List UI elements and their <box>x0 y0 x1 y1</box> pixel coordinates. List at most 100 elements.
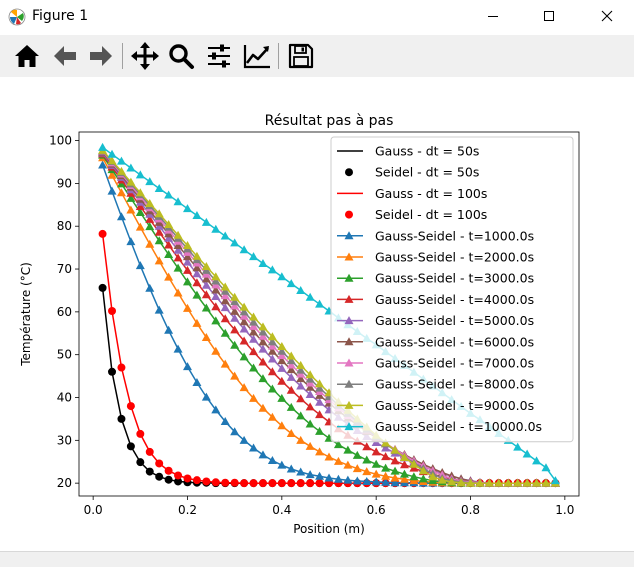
data-point <box>258 322 268 331</box>
data-point <box>116 166 126 175</box>
data-point <box>192 251 202 260</box>
legend-entry-label: Seidel - dt = 100s <box>375 207 487 222</box>
toolbar-separator <box>122 43 123 69</box>
data-point <box>126 163 136 172</box>
data-point <box>258 357 268 366</box>
data-point <box>201 280 211 289</box>
home-button[interactable] <box>10 39 44 73</box>
figure-canvas[interactable]: 0.0 0.2 0.4 0.6 0.8 1.0 20 30 40 50 60 70 80 90 100 Rés… <box>0 77 634 553</box>
legend-swatch-marker <box>344 422 354 431</box>
line-chart[interactable]: 0.0 0.2 0.4 0.6 0.8 1.0 20 30 40 50 60 70 80 90 100 Rés… <box>0 77 634 553</box>
data-point <box>286 351 296 360</box>
data-point <box>164 219 174 228</box>
maximize-button[interactable] <box>526 0 572 32</box>
close-button[interactable] <box>584 0 630 32</box>
y-tick-label: 20 <box>57 476 72 490</box>
data-point <box>390 466 400 475</box>
data-point <box>239 352 249 361</box>
legend-swatch-marker <box>344 358 354 367</box>
data-point <box>145 177 155 186</box>
legend-swatch <box>345 168 353 177</box>
data-point <box>541 463 551 472</box>
zoom-button[interactable] <box>164 39 198 73</box>
data-point <box>296 411 306 420</box>
data-point <box>305 292 315 301</box>
data-point <box>126 237 136 246</box>
legend-swatch-marker <box>344 400 354 409</box>
data-point <box>286 360 296 369</box>
subplots-button[interactable] <box>202 39 236 73</box>
data-point <box>239 317 249 326</box>
data-point <box>136 458 145 467</box>
data-point <box>182 252 192 261</box>
y-axis-label: Température (°C) <box>19 262 33 367</box>
pan-button[interactable] <box>128 39 162 73</box>
data-point <box>513 478 523 487</box>
data-point <box>136 429 145 438</box>
save-button[interactable] <box>284 39 318 73</box>
data-point <box>145 222 155 231</box>
data-point <box>182 277 192 286</box>
data-point <box>211 276 221 285</box>
data-point <box>135 188 145 197</box>
sliders-icon <box>208 44 230 68</box>
data-point <box>164 249 174 258</box>
data-point <box>305 374 315 383</box>
y-tick-label: 70 <box>57 262 72 276</box>
data-point <box>296 479 305 488</box>
edit-axis-button[interactable] <box>240 39 274 73</box>
data-point <box>173 253 183 262</box>
data-point <box>296 394 306 403</box>
data-point <box>315 383 325 392</box>
data-point <box>126 442 135 451</box>
legend-entry-label: Gauss-Seidel - t=1000.0s <box>375 228 534 243</box>
legend-entry-label: Gauss-Seidel - t=2000.0s <box>375 250 534 265</box>
x-axis-label: Position (m) <box>293 522 365 536</box>
data-point <box>154 209 164 218</box>
data-point <box>315 471 325 480</box>
data-point <box>154 227 164 236</box>
data-point <box>230 313 240 322</box>
y-tick-label: 100 <box>49 134 72 148</box>
data-point <box>277 479 286 488</box>
data-point <box>98 142 108 151</box>
data-point <box>399 469 409 478</box>
minimize-button[interactable] <box>470 0 516 32</box>
legend-swatch <box>345 210 353 219</box>
data-point <box>296 285 306 294</box>
data-point <box>220 328 230 337</box>
data-point <box>220 314 230 323</box>
data-point <box>532 456 542 465</box>
data-point <box>296 435 306 444</box>
data-point <box>239 336 249 345</box>
y-tick-label: 30 <box>57 433 72 447</box>
data-point <box>409 472 419 481</box>
data-point <box>221 478 230 487</box>
data-point <box>164 233 174 242</box>
data-point <box>107 186 117 195</box>
data-point <box>249 317 259 326</box>
data-point <box>126 205 136 214</box>
data-point <box>286 402 296 411</box>
forward-button[interactable] <box>84 39 118 73</box>
data-point <box>258 337 268 346</box>
data-point <box>428 472 438 481</box>
data-point <box>201 217 211 226</box>
data-point <box>220 286 230 295</box>
data-point <box>277 356 287 365</box>
data-point <box>116 212 126 221</box>
data-point <box>173 344 183 353</box>
data-point <box>305 441 315 450</box>
data-point <box>447 477 457 486</box>
data-point <box>249 443 259 452</box>
data-point <box>249 321 259 330</box>
data-point <box>381 471 391 480</box>
data-point <box>155 459 164 468</box>
data-point <box>343 445 353 454</box>
legend-entry-label: Gauss-Seidel - t=10000.0s <box>375 419 542 434</box>
data-point <box>239 307 249 316</box>
legend-entry-label: Gauss-Seidel - t=4000.0s <box>375 292 534 307</box>
back-button[interactable] <box>48 39 82 73</box>
data-point <box>211 346 221 355</box>
data-point <box>145 239 155 248</box>
